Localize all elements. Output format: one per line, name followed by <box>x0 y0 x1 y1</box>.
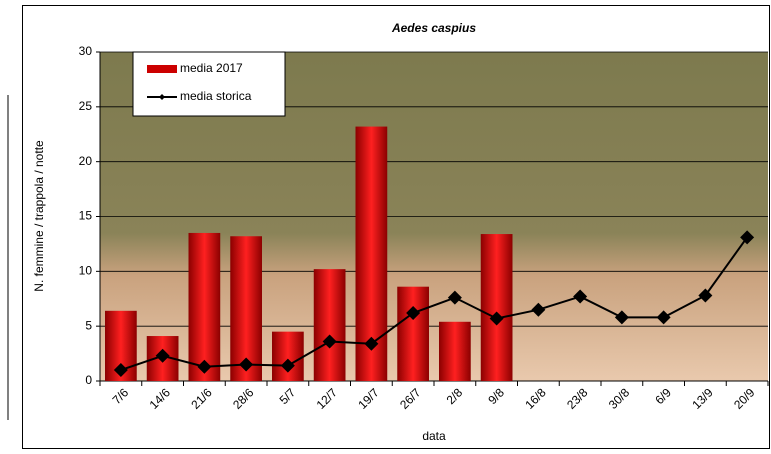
bar <box>439 322 471 381</box>
bar <box>189 233 221 381</box>
page: {"chart_data": {"type": "bar", "title": … <box>0 0 771 449</box>
x-axis-label: data <box>422 429 446 443</box>
y-tick-label: 30 <box>79 44 93 58</box>
legend-swatch <box>147 65 177 73</box>
y-tick-label: 10 <box>79 264 93 278</box>
bar <box>397 287 429 381</box>
chart-title: Aedes caspius <box>391 21 476 35</box>
y-tick-label: 0 <box>85 373 92 387</box>
y-tick-label: 15 <box>79 209 93 223</box>
chart: Aedes caspius data N. femmine / trappola… <box>0 0 771 449</box>
bar <box>481 234 513 381</box>
bar <box>272 332 304 381</box>
legend-label: media storica <box>180 89 252 103</box>
y-tick-label: 20 <box>79 154 93 168</box>
legend-label: media 2017 <box>180 61 243 75</box>
y-tick-label: 5 <box>85 318 92 332</box>
bar <box>314 269 346 381</box>
y-axis-label: N. femmine / trappola / notte <box>32 140 46 292</box>
y-tick-label: 25 <box>79 99 93 113</box>
